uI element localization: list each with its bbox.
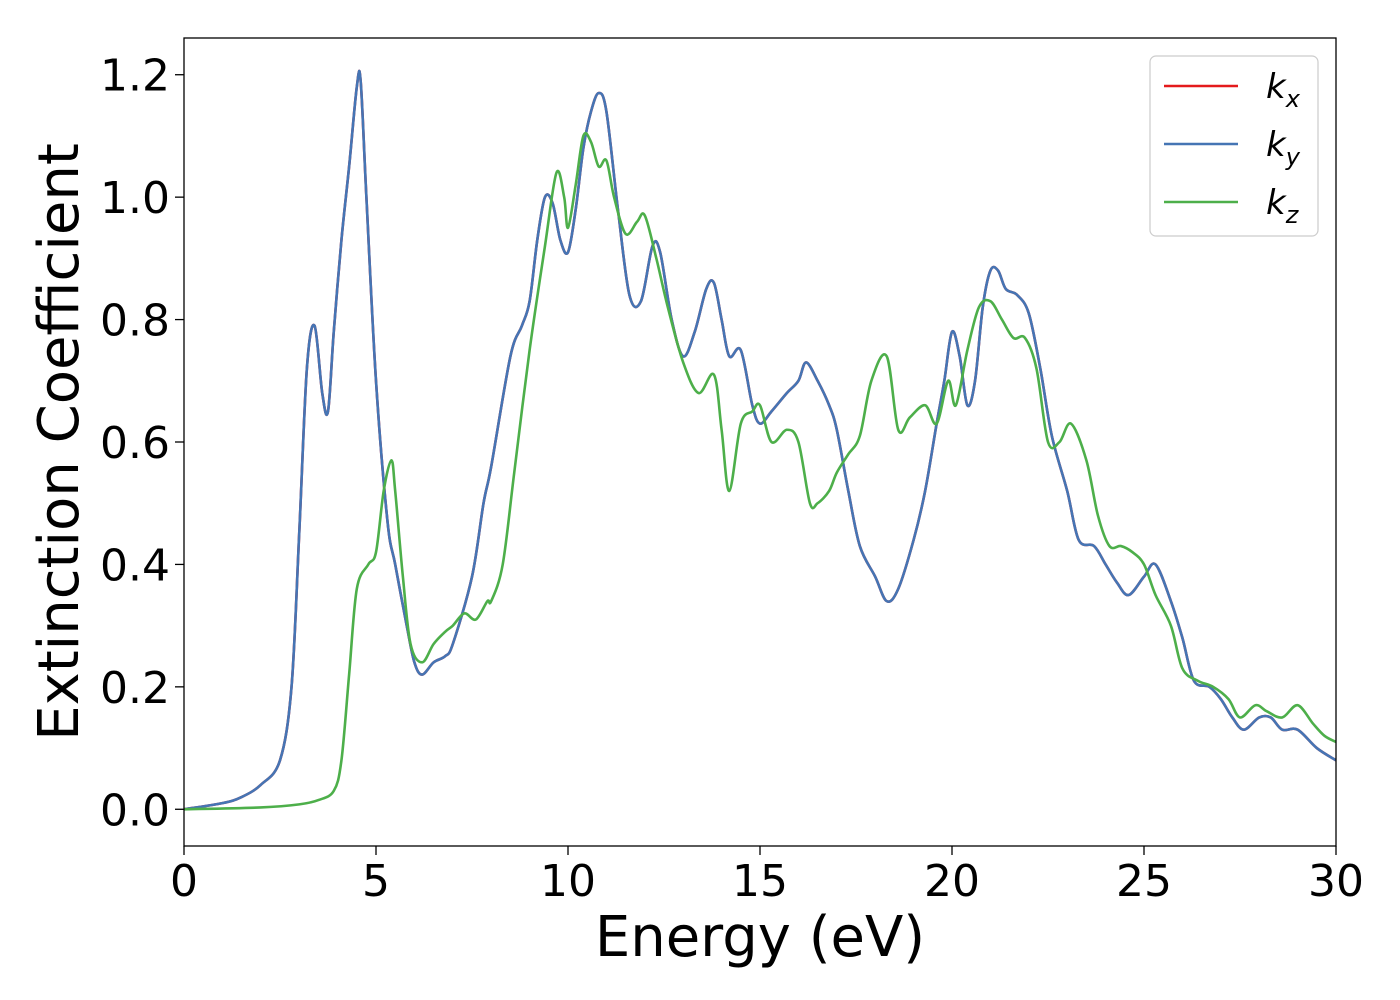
y-tick-label: 0.6 <box>100 418 170 469</box>
x-axis: 0 5 10 15 20 25 30 <box>170 846 1364 907</box>
x-tick-label: 20 <box>924 856 980 907</box>
legend-label-subscript: z <box>1285 201 1300 229</box>
series-line-z <box>184 131 1336 811</box>
legend-label-z: kz <box>1266 183 1300 229</box>
y-tick-label: 1.0 <box>100 173 170 224</box>
series-line-y <box>184 69 1336 811</box>
legend-label-base: k <box>1266 125 1287 165</box>
x-tick-label: 0 <box>170 856 198 907</box>
x-tick-label: 10 <box>540 856 596 907</box>
legend-label-subscript: x <box>1285 85 1301 113</box>
x-axis-title: Energy (eV) <box>595 905 925 970</box>
legend-label-x: kx <box>1266 67 1301 113</box>
x-tick-label: 30 <box>1308 856 1364 907</box>
y-tick-label: 0.0 <box>100 785 170 836</box>
legend-label-subscript: y <box>1285 143 1301 171</box>
y-axis-title: Extinction Coefficient <box>27 143 92 741</box>
legend-box <box>1149 55 1319 237</box>
x-tick-label: 25 <box>1116 856 1172 907</box>
legend-label-y: ky <box>1266 125 1301 171</box>
y-tick-label: 1.2 <box>100 51 170 102</box>
y-tick-label: 0.2 <box>100 663 170 714</box>
legend-label-base: k <box>1266 183 1287 223</box>
y-tick-label: 0.8 <box>100 296 170 347</box>
x-tick-label: 15 <box>732 856 788 907</box>
y-tick-label: 0.4 <box>100 540 170 591</box>
series-layer <box>184 69 1336 811</box>
y-axis: 0.0 0.2 0.4 0.6 0.8 1.0 1.2 <box>100 51 184 836</box>
plot-background <box>184 38 1336 846</box>
x-tick-label: 5 <box>362 856 390 907</box>
legend-label-base: k <box>1266 67 1287 107</box>
